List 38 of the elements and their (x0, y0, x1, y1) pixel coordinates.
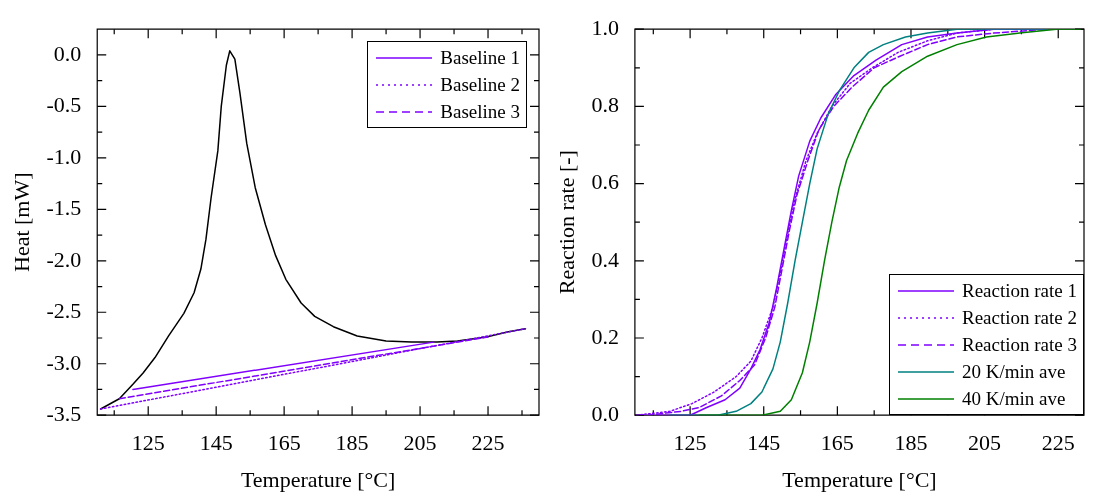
x-tick-label: 125 (131, 430, 165, 456)
y-tick-label: -1.5 (46, 195, 82, 221)
legend-label: Baseline 2 (440, 73, 520, 98)
y-tick-label: 0.6 (591, 169, 619, 195)
y-axis-title: Heat [mW] (8, 172, 34, 272)
legend-label: Reaction rate 1 (961, 279, 1077, 304)
y-tick-label: -0.5 (46, 92, 82, 118)
x-tick-label: 205 (403, 430, 437, 456)
x-tick-label: 165 (267, 430, 301, 456)
legend-label: Baseline 1 (440, 46, 520, 71)
legend-label: Reaction rate 2 (961, 306, 1077, 331)
legend-label: 40 K/min ave (961, 387, 1066, 412)
y-tick-label: -2.5 (46, 298, 82, 324)
legend-label: Reaction rate 3 (961, 333, 1077, 358)
y-tick-label: 0.2 (591, 323, 619, 349)
y-tick-label: 0.4 (591, 246, 619, 272)
x-tick-label: 145 (199, 430, 233, 456)
y-tick-label: -3.5 (46, 400, 82, 426)
y-tick-label: -2.0 (46, 246, 82, 272)
legend-label: Baseline 3 (440, 100, 520, 125)
x-tick-label: 205 (968, 430, 1002, 456)
x-axis-title: Temperature [°C] (240, 466, 396, 492)
y-tick-label: -3.0 (46, 349, 82, 375)
y-tick-label: 0.0 (591, 400, 619, 426)
y-tick-label: 1.0 (591, 14, 619, 40)
x-tick-label: 185 (894, 430, 928, 456)
x-tick-label: 185 (335, 430, 369, 456)
x-tick-label: 125 (673, 430, 707, 456)
legend-label: 20 K/min ave (961, 360, 1066, 385)
y-tick-label: 0.0 (53, 40, 82, 66)
x-tick-label: 225 (471, 430, 505, 456)
x-axis-title: Temperature [°C] (782, 466, 937, 492)
y-tick-label: -1.0 (46, 143, 82, 169)
x-tick-label: 165 (820, 430, 854, 456)
x-tick-label: 225 (1041, 430, 1075, 456)
x-tick-label: 145 (747, 430, 781, 456)
y-tick-label: 0.8 (591, 92, 619, 118)
y-axis-title: Reaction rate [-] (553, 150, 579, 295)
